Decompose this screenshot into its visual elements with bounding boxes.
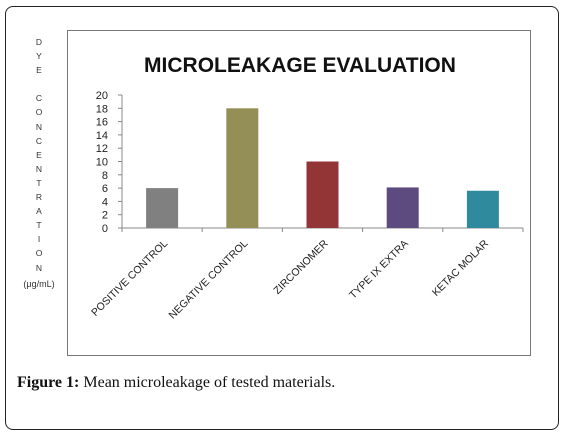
caption-label: Figure 1:	[17, 374, 80, 391]
y-axis-label-letter: N	[35, 163, 43, 174]
figure-caption: Figure 1: Mean microleakage of tested ma…	[17, 374, 335, 392]
x-tick-label: KETAC MOLAR	[430, 237, 491, 298]
y-tick-label: 18	[96, 103, 108, 115]
y-tick-label: 14	[96, 130, 108, 142]
y-axis-label-letter: N	[35, 121, 43, 132]
y-axis-label-letter: T	[36, 220, 42, 231]
y-axis-label-letter: E	[36, 149, 42, 160]
x-tick-label: TYPE IX EXTRA	[347, 238, 411, 302]
y-tick-label: 4	[102, 196, 108, 208]
y-axis-label-letter: C	[35, 135, 43, 146]
x-tick-label: POSITIVE CONTROL	[89, 238, 170, 319]
y-axis-label-letter: C	[35, 93, 43, 104]
y-axis-label-letter: D	[35, 37, 43, 47]
y-axis-label-letter: A	[36, 206, 42, 217]
y-tick-label: 10	[96, 157, 108, 169]
y-axis-label-letter: O	[35, 107, 43, 118]
y-axis-unit: (μg/mL)	[23, 278, 55, 289]
bar	[146, 188, 179, 228]
y-axis-label-letter: E	[36, 65, 42, 76]
y-tick-label: 8	[102, 170, 108, 182]
y-axis-label-letter: T	[36, 177, 42, 188]
bar	[226, 108, 259, 228]
y-axis-label-letter: N	[35, 262, 43, 273]
bar	[386, 187, 419, 228]
y-axis-label-letter: O	[35, 248, 43, 259]
chart-area	[67, 30, 531, 356]
bar	[466, 190, 499, 228]
caption-text: Mean microleakage of tested materials.	[79, 374, 336, 391]
y-axis-label-letter: Y	[36, 51, 42, 62]
y-tick-label: 2	[102, 210, 108, 222]
y-tick-label: 6	[102, 183, 108, 195]
y-tick-label: 20	[96, 90, 108, 102]
y-axis-label-letter: R	[35, 192, 43, 203]
y-axis-label-letter: I	[37, 234, 41, 245]
x-tick-label: NEGATIVE CONTROL	[167, 238, 251, 322]
chart-title: MICROLEAKAGE EVALUATION	[144, 54, 456, 77]
y-tick-label: 12	[96, 143, 108, 155]
bar	[306, 161, 339, 228]
y-tick-label: 16	[96, 117, 108, 129]
y-tick-label: 0	[102, 223, 108, 235]
x-tick-label: ZIRCONOMER	[271, 237, 331, 297]
